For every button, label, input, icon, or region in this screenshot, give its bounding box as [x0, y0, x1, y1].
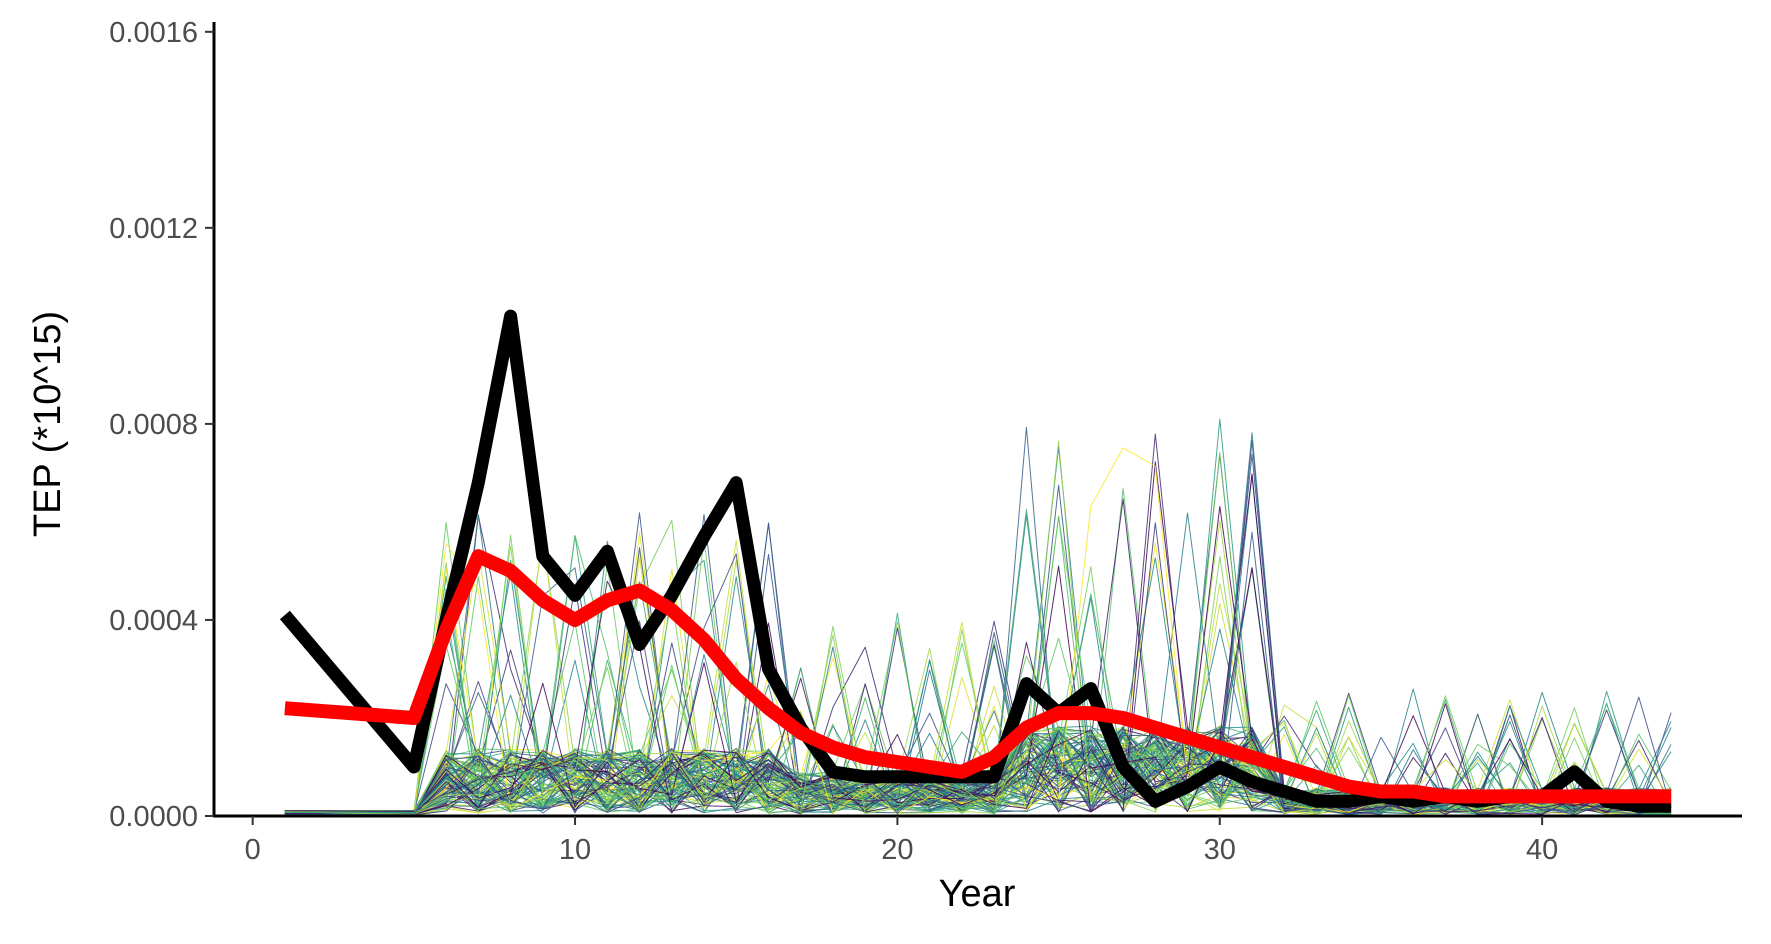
highlight-series-red-line [284, 549, 1672, 804]
ensemble-series-line [284, 512, 1672, 815]
ensemble-series-line [284, 580, 1672, 816]
x-axis-ticks: 0 10 20 30 40 [245, 816, 1558, 866]
x-tick-label: 20 [881, 834, 913, 866]
y-axis-title: TEP (*10^15) [27, 311, 69, 537]
x-tick-label: 30 [1204, 834, 1236, 866]
x-tick-label: 10 [559, 834, 591, 866]
y-tick-label: 0.0004 [109, 605, 198, 637]
y-axis-ticks: 0.0000 0.0004 0.0008 0.0012 0.0016 [109, 17, 214, 833]
y-tick-label: 0.0016 [109, 17, 198, 49]
ensemble-series-line [284, 557, 1672, 816]
axes: 0 10 20 30 40 0.0000 0.0004 0.0008 0.0012 0.0016… [27, 17, 1742, 915]
ensemble-series-layer [284, 418, 1672, 817]
y-tick-label: 0.0012 [109, 213, 198, 245]
y-tick-label: 0.0008 [109, 409, 198, 441]
x-tick-label: 40 [1526, 834, 1558, 866]
x-tick-label: 0 [245, 834, 261, 866]
x-axis-title: Year [939, 873, 1016, 915]
y-tick-label: 0.0000 [109, 801, 198, 833]
highlight-series-layer [279, 309, 1672, 813]
ensemble-series-line [284, 515, 1672, 813]
